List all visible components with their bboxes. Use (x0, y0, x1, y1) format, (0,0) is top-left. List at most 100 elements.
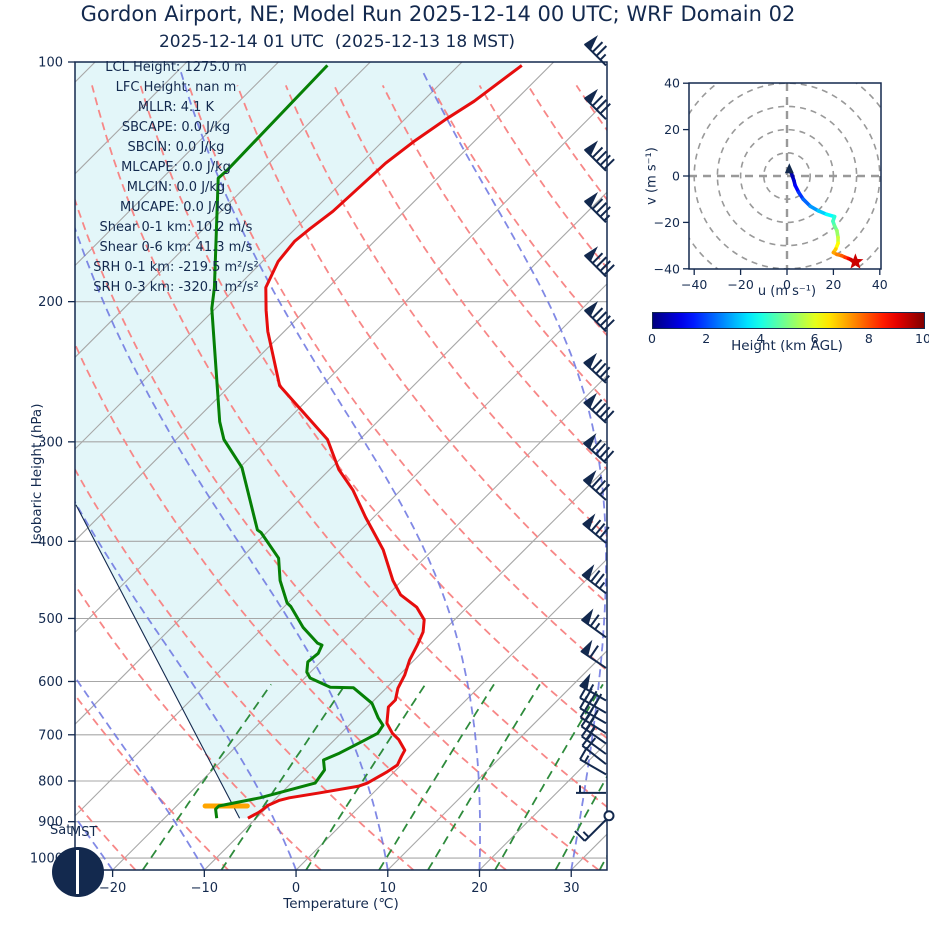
wind-barb (580, 608, 607, 639)
colorbar-ticks: 0 2 4 6 8 10 (648, 331, 929, 346)
isotherm-line (570, 833, 607, 870)
calm-circle-icon (603, 810, 615, 822)
pressure-tick-label: 900 (38, 815, 63, 830)
pressure-tick-label: 700 (38, 728, 63, 743)
pressure-tick-label: 200 (38, 295, 63, 310)
dry-adiabat-line (333, 85, 607, 471)
skewt-frame (74, 61, 608, 871)
pressure-tick-label: 400 (38, 535, 63, 550)
dry-adiabat-line (91, 85, 607, 809)
hodograph-range-ring (716, 105, 858, 247)
colorbar-tick-label: 2 (702, 331, 711, 346)
colorbar-tick-label: 8 (864, 331, 873, 346)
isotherm-line (203, 466, 607, 870)
wind-barb (582, 470, 611, 501)
moist-adiabat-line (663, 72, 817, 870)
annotation-line: Shear 0-1 km: 10.2 m/s (99, 220, 253, 235)
wind-barb (583, 246, 615, 278)
pressure-tick-label: 100 (38, 56, 63, 71)
wind-barb (582, 433, 615, 464)
temperature-tick-label: 0 (292, 881, 300, 896)
mixing-ratio-line (141, 683, 272, 870)
skewt-x-axis-label: Temperature (℃) (283, 896, 399, 912)
colorbar-tick-label: 0 (648, 331, 656, 346)
hodograph-x-tick-label: −40 (681, 277, 707, 292)
dry-adiabat-line (284, 85, 607, 538)
parcel-profile-line (75, 504, 241, 819)
colorbar-tick-label: 10 (915, 331, 929, 346)
hodograph-y-tick-label: 0 (672, 169, 680, 184)
isotherm-line (75, 191, 607, 725)
wind-barb (583, 392, 615, 424)
temperature-tick-label: 10 (380, 881, 397, 896)
isotherm-line (75, 62, 371, 359)
isotherm-line (112, 374, 607, 870)
skewt-plot-area (0, 62, 929, 870)
mixing-ratio-line (598, 854, 607, 870)
moist-adiabat-line (75, 675, 206, 870)
colorbar-tick-label: 4 (756, 331, 765, 346)
dry-adiabat-line (75, 467, 414, 870)
isotherm-line (75, 62, 463, 450)
dry-adiabat-line (625, 85, 929, 870)
trace-start-arrow-icon (784, 163, 794, 174)
annotation-line: MUCAPE: 0.0 J/kg (119, 200, 233, 215)
pressure-tick-label: 300 (38, 435, 63, 450)
annotation-line: MLCIN: 0.0 J/kg (126, 180, 226, 195)
hodograph-y-tick-label: −20 (654, 215, 680, 230)
wind-staff-icon (76, 850, 79, 894)
annotation-line: MLCAPE: 0.0 J/kg (121, 160, 231, 175)
temperature-curve (247, 64, 523, 820)
wind-barb (583, 352, 611, 384)
isotherm-line (75, 62, 279, 267)
moist-adiabat-line (422, 71, 607, 870)
mixing-ratio-line (220, 683, 347, 870)
corner-day-label: Sat (50, 823, 72, 838)
hodograph-x-tick-label: 20 (825, 277, 841, 292)
pressure-tick-label: 800 (38, 774, 63, 789)
pressure-tick-label: 500 (38, 612, 63, 627)
shaded-region (75, 62, 522, 819)
hodograph-x-axis-label: u (m s⁻¹) (757, 284, 817, 299)
mixing-ratio-line (305, 683, 427, 870)
wind-barb (580, 639, 607, 669)
dry-adiabat-line (75, 342, 507, 870)
trace-end-star-icon (847, 253, 864, 269)
page-subtitle: 2025-12-14 01 UTC (2025-12-13 18 MST) (158, 32, 516, 52)
annotation-line: Shear 0-6 km: 41.3 m/s (99, 240, 253, 255)
isotherm-line (295, 558, 607, 870)
mixing-ratio-line (427, 683, 541, 870)
hodograph-y-tick-label: −40 (654, 261, 680, 276)
wind-barb (583, 191, 611, 224)
temperature-tick-label: −10 (191, 881, 218, 896)
hodograph-y-tick-label: 40 (664, 76, 680, 91)
moist-adiabat-line (180, 71, 481, 870)
wind-barb (579, 746, 607, 776)
hodograph-y-tick-label: 20 (664, 122, 680, 137)
annotation-line: SRH 0-1 km: -219.5 m²/s² (93, 260, 259, 275)
page-title: Gordon Airport, NE; Model Run 2025-12-14… (80, 2, 796, 26)
hodograph-x-tick-label: 40 (872, 277, 888, 292)
dry-adiabat-line (478, 84, 607, 270)
temperature-tick-label: 20 (471, 881, 488, 896)
height-colorbar (652, 312, 925, 329)
wind-barb (582, 513, 610, 544)
pressure-tick-label: 600 (38, 675, 63, 690)
colorbar-tick-label: 6 (810, 331, 819, 346)
skewt-y-axis-label: Isobaric Height (hPa) (29, 403, 45, 545)
annotation-line: SRH 0-3 km: -320.1 m²/s² (93, 280, 259, 295)
dry-adiabat-line (75, 583, 322, 870)
hodograph-x-tick-label: 0 (783, 277, 791, 292)
annotation-line: MLLR: 4.1 K (137, 100, 215, 115)
annotation-line: SBCAPE: 0.0 J/kg (121, 120, 231, 135)
annotation-line: LFC Height: nan m (115, 80, 237, 95)
wind-barb (583, 88, 611, 120)
moist-adiabat-line (0, 72, 21, 870)
temperature-tick-label: −20 (99, 881, 126, 896)
moist-adiabat-line (75, 225, 389, 870)
wind-barb (574, 810, 615, 842)
hodograph-y-axis-label: v (m s⁻¹) (644, 147, 660, 205)
mixing-ratio-line (554, 774, 607, 870)
corner-timezone-label: MST (70, 825, 98, 840)
